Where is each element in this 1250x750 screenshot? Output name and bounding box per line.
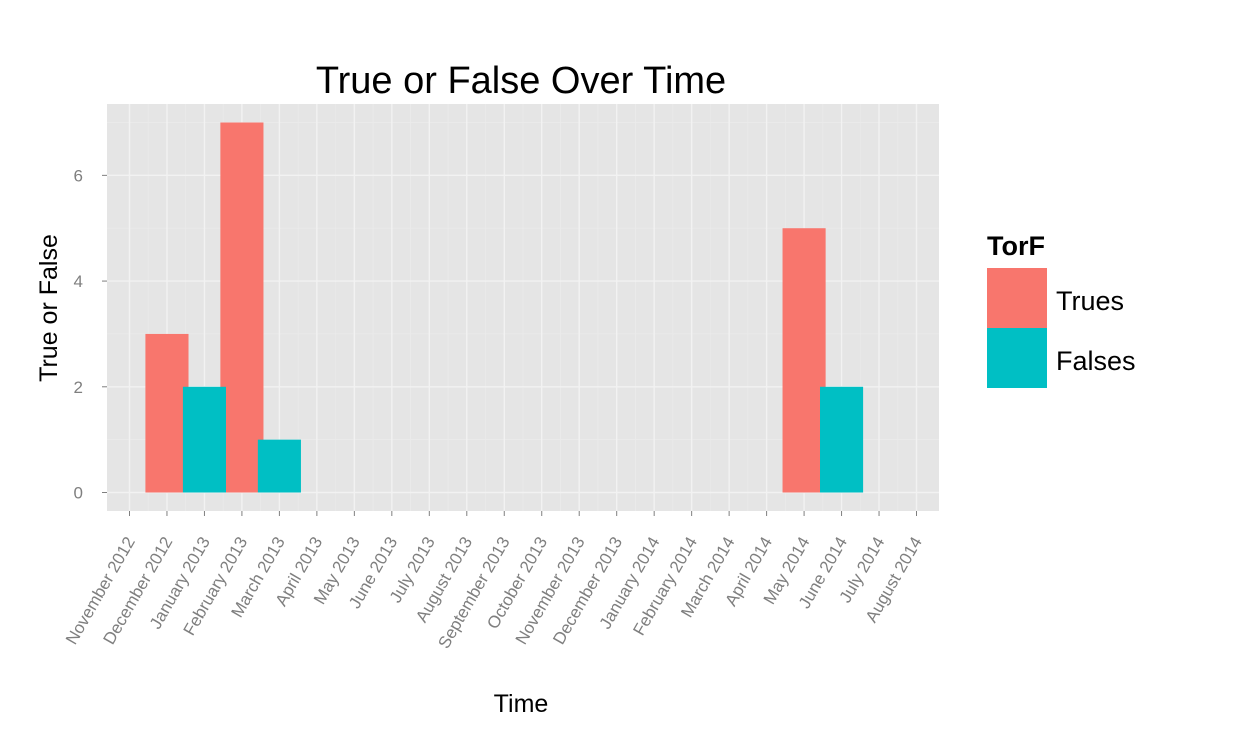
bar-trues-2 [782,228,826,493]
y-axis-title: True or False [35,234,63,382]
legend-label-trues: Trues [1056,286,1124,316]
bar-trues-1 [220,122,264,493]
y-tick-label: 0 [74,484,83,503]
legend-label-falses: Falses [1056,346,1136,376]
y-axis: 0 2 4 6 [74,166,107,503]
legend-title: TorF [987,231,1045,261]
x-axis-title: Time [494,690,549,718]
y-tick-label: 2 [74,378,83,397]
bars [145,122,864,493]
chart-title: True or False Over Time [316,60,726,102]
legend: TorF Trues Falses [987,231,1136,388]
bar-falses-2 [820,386,864,493]
legend-key-trues [987,268,1047,328]
bar-trues-0 [145,333,189,493]
y-tick-label: 6 [74,166,83,185]
y-tick-label: 4 [74,272,83,291]
bar-falses-0 [182,386,226,493]
legend-key-falses [987,328,1047,388]
bar-falses-1 [257,439,301,493]
